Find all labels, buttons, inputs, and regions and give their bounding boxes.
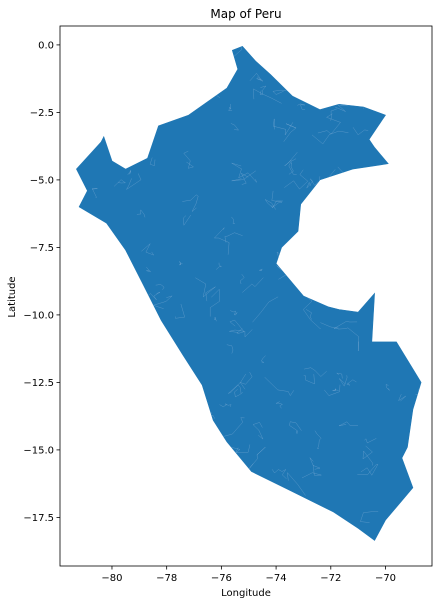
y-axis-label: Latitude (7, 276, 18, 317)
axes-layer: −80 −78 −76 −74 −72 −70 0.0 −2.5 −5.0 −7.5 −10.0 −1… (23, 25, 433, 584)
x-tick-label: −74 (266, 573, 287, 584)
y-tick-label: −12.5 (23, 378, 54, 389)
x-tick-label: −76 (211, 573, 232, 584)
y-tick-label: −10.0 (23, 310, 54, 321)
y-tick-label: −5.0 (30, 175, 54, 186)
y-tick-label: −2.5 (30, 108, 54, 119)
x-axis-label: Longitude (221, 588, 271, 599)
chart-title: Map of Peru (210, 7, 281, 21)
y-tick-label: −7.5 (30, 243, 54, 254)
x-tick-label: −72 (320, 573, 341, 584)
x-tick-label: −80 (101, 573, 122, 584)
axes-frame (59, 25, 433, 567)
x-tick-label: −78 (156, 573, 177, 584)
x-tick-label: −70 (375, 573, 396, 584)
y-tick-label: −15.0 (23, 445, 54, 456)
y-tick-label: 0.0 (38, 40, 54, 51)
y-tick-label: −17.5 (23, 513, 54, 524)
